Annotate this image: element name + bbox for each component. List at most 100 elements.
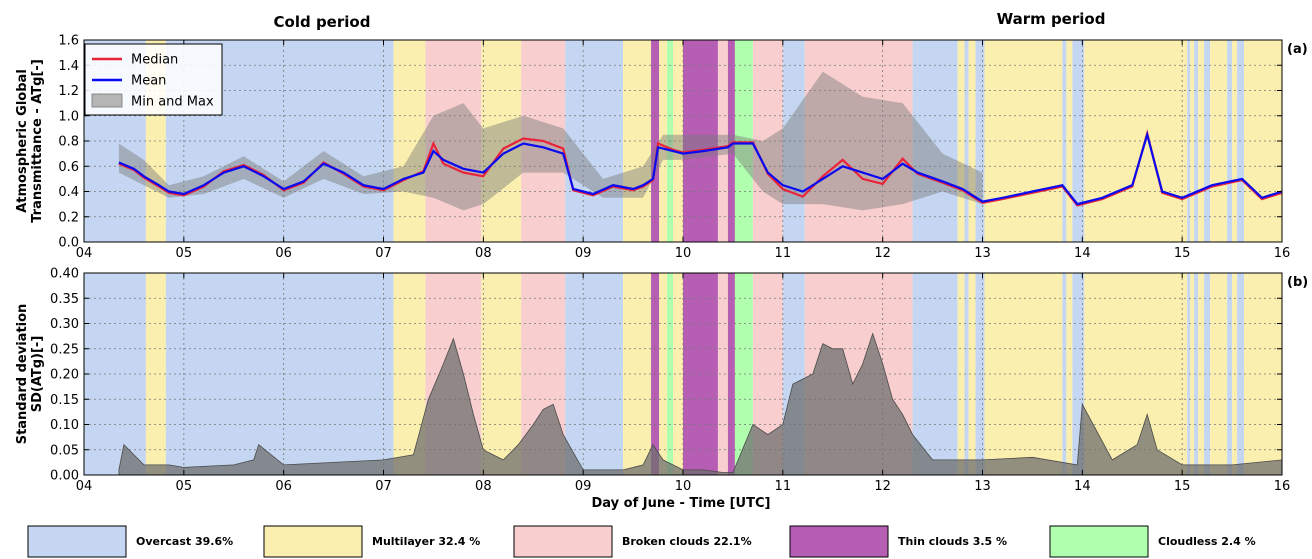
panel-label: (a) <box>1287 42 1308 57</box>
category-legend: Overcast 39.6% Multilayer 32.4 % Broken cl… <box>27 525 1256 558</box>
y-tick-label: 0.6 <box>58 160 79 175</box>
y-tick-label: 0.4 <box>58 185 79 200</box>
legend-swatch-cloudless <box>1049 525 1149 558</box>
y-tick-label: 0.00 <box>50 469 79 484</box>
band-overcast <box>1187 40 1191 242</box>
band-multilayer <box>1198 40 1205 242</box>
y-tick-label: 0.2 <box>58 210 79 225</box>
legend-label-broken: Broken clouds 22.1% <box>622 535 752 548</box>
band-broken <box>717 40 728 242</box>
y-tick-label: 0.8 <box>58 135 79 150</box>
y-tick-label: 0.30 <box>50 317 79 332</box>
legend-label-multilayer: Multilayer 32.4 % <box>372 535 480 548</box>
y-tick-label: 1.2 <box>58 84 79 99</box>
legend-label: Min and Max <box>131 95 214 110</box>
band-multilayer <box>673 40 683 242</box>
y-tick-label: 0.0 <box>58 236 79 251</box>
x-tick-label: 13 <box>974 246 991 261</box>
x-tick-label: 12 <box>874 246 891 261</box>
legend: Median Mean Min and Max <box>84 43 223 116</box>
y-tick-label: 1.6 <box>58 34 79 49</box>
panel-a: 04 05 06 07 08 09 10 11 12 13 14 15 16 0.0 0.2 0.4 0.6 0.… <box>15 34 1308 262</box>
band-multilayer <box>957 273 965 475</box>
band-overcast <box>1194 40 1199 242</box>
legend-label-thin: Thin clouds 3.5 % <box>898 535 1007 548</box>
x-tick-label: 15 <box>1174 479 1191 494</box>
band-multilayer <box>1190 40 1195 242</box>
band-overcast <box>964 273 969 475</box>
x-tick-label: 16 <box>1274 479 1291 494</box>
legend-swatch-broken <box>513 525 613 558</box>
legend-label: Mean <box>131 74 166 89</box>
y-axis-label: SD(ATg)[-] <box>30 336 45 413</box>
x-tick-label: 16 <box>1274 246 1291 261</box>
y-axis-label: Atmospheric Global <box>15 69 30 213</box>
band-overcast <box>1204 273 1211 475</box>
legend-swatch-thin <box>789 525 889 558</box>
band-multilayer <box>968 273 976 475</box>
series-mean <box>118 130 1283 206</box>
x-tick-label: 14 <box>1074 479 1091 494</box>
x-tick-label: 10 <box>675 479 692 494</box>
band-overcast <box>1187 273 1191 475</box>
band-multilayer <box>1190 273 1195 475</box>
y-tick-label: 0.15 <box>50 393 79 408</box>
legend-label-cloudless: Cloudless 2.4 % <box>1158 535 1256 548</box>
band-thin <box>727 40 735 242</box>
y-tick-label: 0.20 <box>50 368 79 383</box>
legend-label: Median <box>131 53 178 68</box>
x-tick-label: 06 <box>275 479 292 494</box>
band-overcast <box>1204 40 1211 242</box>
legend-swatch-multilayer <box>263 525 363 558</box>
y-tick-label: 0.05 <box>50 443 79 458</box>
band-overcast <box>964 40 969 242</box>
y-tick-label: 0.35 <box>50 292 79 307</box>
band-multilayer <box>968 40 976 242</box>
band-broken <box>752 40 783 242</box>
x-tick-label: 11 <box>775 479 792 494</box>
y-axis-label: Transmittance - ATg[-] <box>30 59 45 223</box>
band-overcast <box>1194 273 1199 475</box>
band-multilayer <box>1198 273 1205 475</box>
x-tick-label: 09 <box>575 246 592 261</box>
x-tick-label: 12 <box>874 479 891 494</box>
min-max-envelope <box>118 71 983 211</box>
panel-label: (b) <box>1287 275 1308 290</box>
x-tick-label: 04 <box>76 246 93 261</box>
x-tick-label: 08 <box>475 246 492 261</box>
y-tick-label: 0.40 <box>50 267 79 282</box>
x-axis-label: Day of June - Time [UTC] <box>592 496 771 511</box>
x-tick-label: 08 <box>475 479 492 494</box>
band-multilayer <box>659 40 668 242</box>
y-tick-label: 1.0 <box>58 109 79 124</box>
band-broken <box>717 273 728 475</box>
x-tick-label: 05 <box>176 246 193 261</box>
series-sd <box>118 332 1283 476</box>
x-tick-label: 06 <box>275 246 292 261</box>
band-multilayer <box>673 273 683 475</box>
panel-b: 04 05 06 07 08 09 10 11 12 13 14 15 16 0.00 0.05 0.10 0.… <box>15 267 1308 495</box>
band-multilayer <box>623 273 652 475</box>
legend-swatch-overcast <box>27 525 127 558</box>
period-title-warm: Warm period <box>997 10 1106 28</box>
band-multilayer <box>623 40 652 242</box>
legend-label-overcast: Overcast 39.6% <box>136 535 233 548</box>
legend-swatch <box>91 93 123 108</box>
band-overcast <box>1072 273 1085 475</box>
x-tick-label: 09 <box>575 479 592 494</box>
y-tick-label: 1.4 <box>58 59 79 74</box>
y-axis-label: Standard deviation <box>15 304 30 445</box>
x-tick-label: 10 <box>675 246 692 261</box>
band-thin <box>727 273 735 475</box>
x-tick-label: 05 <box>176 479 193 494</box>
x-tick-label: 15 <box>1174 246 1191 261</box>
x-tick-label: 11 <box>775 246 792 261</box>
band-overcast <box>1072 40 1085 242</box>
period-title-cold: Cold period <box>274 13 371 31</box>
x-tick-label: 13 <box>974 479 991 494</box>
x-tick-label: 07 <box>375 246 392 261</box>
band-multilayer <box>957 40 965 242</box>
x-tick-label: 07 <box>375 479 392 494</box>
x-tick-label: 14 <box>1074 246 1091 261</box>
